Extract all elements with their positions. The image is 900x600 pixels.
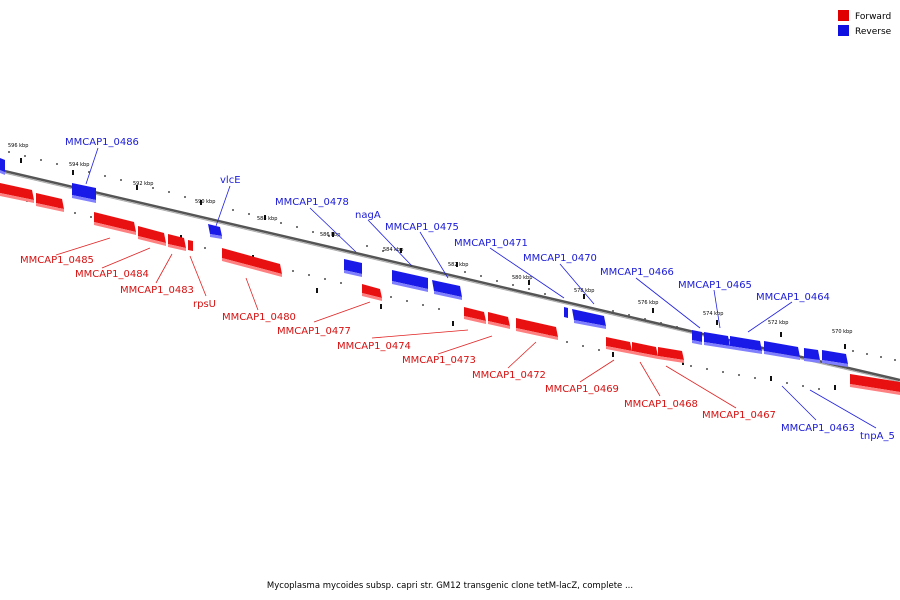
gene-block-reverse[interactable]: [804, 348, 820, 363]
gene-label[interactable]: MMCAP1_0475: [385, 222, 459, 233]
kbp-label: 574 kbp: [703, 311, 723, 317]
upper-scale-track: [8, 151, 896, 361]
gene-label[interactable]: MMCAP1_0465: [678, 280, 752, 291]
gene-block-reverse[interactable]: [564, 307, 568, 318]
gene-label[interactable]: MMCAP1_0471: [454, 238, 528, 249]
kbp-label: 586 kbp: [320, 232, 340, 238]
gene-block-reverse[interactable]: [822, 350, 848, 367]
gene-label[interactable]: MMCAP1_0467: [702, 410, 776, 421]
gene-block-forward[interactable]: [168, 234, 186, 251]
gene-block-forward[interactable]: [0, 183, 34, 203]
gene-label[interactable]: MMCAP1_0483: [120, 285, 194, 296]
gene-label[interactable]: vlcE: [220, 175, 241, 186]
gene-block-forward[interactable]: [488, 312, 510, 329]
gene-label[interactable]: MMCAP1_0477: [277, 326, 351, 337]
legend-forward-label: Forward: [855, 12, 891, 22]
kbp-label: 576 kbp: [638, 300, 658, 306]
gene-block-forward[interactable]: [138, 226, 166, 246]
reverse-gene-labels: MMCAP1_0486 vlcE MMCAP1_0478 nagA MMCAP1…: [65, 137, 895, 442]
gene-block-forward[interactable]: [222, 248, 282, 277]
kbp-label: 596 kbp: [8, 143, 28, 149]
gene-label[interactable]: MMCAP1_0464: [756, 292, 830, 303]
gene-label[interactable]: MMCAP1_0484: [75, 269, 149, 280]
kbp-label: 594 kbp: [69, 162, 89, 168]
gene-label[interactable]: rpsU: [193, 299, 216, 310]
reverse-genes: [0, 158, 848, 367]
gene-block-reverse[interactable]: [344, 259, 362, 277]
kbp-label: 590 kbp: [195, 199, 215, 205]
gene-label[interactable]: MMCAP1_0470: [523, 253, 597, 264]
forward-genes: [0, 183, 900, 395]
forward-leader-lines: [55, 237, 737, 409]
gene-block-reverse[interactable]: [572, 309, 606, 329]
reverse-leader-lines: [85, 147, 877, 429]
legend: Forward Reverse: [838, 10, 892, 37]
kbp-label: 592 kbp: [133, 181, 153, 187]
gene-block-forward[interactable]: [658, 347, 684, 363]
legend-reverse-swatch: [838, 25, 849, 36]
map-caption: Mycoplasma mycoides subsp. capri str. GM…: [267, 581, 633, 591]
gene-block-reverse[interactable]: [72, 183, 96, 203]
gene-label[interactable]: MMCAP1_0466: [600, 267, 674, 278]
gene-label[interactable]: tnpA_5: [860, 431, 895, 442]
gene-block-reverse[interactable]: [764, 341, 800, 360]
gene-block-forward[interactable]: [850, 374, 900, 395]
gene-label[interactable]: MMCAP1_0469: [545, 384, 619, 395]
gene-block-reverse[interactable]: [692, 330, 702, 345]
gene-block-forward[interactable]: [516, 318, 558, 340]
gene-label[interactable]: MMCAP1_0463: [781, 423, 855, 434]
kbp-label: 578 kbp: [574, 288, 594, 294]
kbp-label: 580 kbp: [512, 275, 532, 281]
kbp-label: 572 kbp: [768, 320, 788, 326]
gene-label[interactable]: MMCAP1_0474: [337, 341, 411, 352]
gene-block-forward[interactable]: [464, 307, 486, 324]
gene-label[interactable]: MMCAP1_0486: [65, 137, 139, 148]
kbp-label: 582 kbp: [448, 262, 468, 268]
forward-gene-labels: MMCAP1_0485 MMCAP1_0484 MMCAP1_0483 rpsU…: [20, 255, 776, 421]
gene-label[interactable]: nagA: [355, 210, 381, 221]
gene-block-forward[interactable]: [36, 193, 64, 212]
gene-label[interactable]: MMCAP1_0468: [624, 399, 698, 410]
legend-forward-swatch: [838, 10, 849, 21]
gene-block-reverse[interactable]: [0, 158, 5, 175]
gene-block-reverse[interactable]: [392, 270, 428, 292]
gene-block-forward[interactable]: [606, 337, 632, 354]
kbp-label: 588 kbp: [257, 216, 277, 222]
upper-major-ticks: [20, 158, 846, 349]
gene-block-reverse[interactable]: [208, 224, 222, 239]
gene-label[interactable]: MMCAP1_0480: [222, 312, 296, 323]
gene-block-forward[interactable]: [94, 212, 136, 235]
gene-label[interactable]: MMCAP1_0472: [472, 370, 546, 381]
kbp-label: 570 kbp: [832, 329, 852, 335]
gene-block-forward[interactable]: [632, 342, 658, 359]
gene-block-reverse[interactable]: [730, 336, 762, 354]
kbp-labels: 596 kbp 594 kbp 592 kbp 590 kbp 588 kbp …: [8, 143, 852, 335]
gene-block-reverse[interactable]: [432, 280, 462, 300]
gene-label[interactable]: MMCAP1_0478: [275, 197, 349, 208]
gene-block-reverse[interactable]: [704, 332, 730, 349]
kbp-label: 584 kbp: [383, 247, 403, 253]
gene-block-forward[interactable]: [188, 240, 193, 251]
legend-reverse-label: Reverse: [855, 27, 892, 37]
gene-block-forward[interactable]: [362, 284, 382, 301]
gene-label[interactable]: MMCAP1_0473: [402, 355, 476, 366]
gene-label[interactable]: MMCAP1_0485: [20, 255, 94, 266]
